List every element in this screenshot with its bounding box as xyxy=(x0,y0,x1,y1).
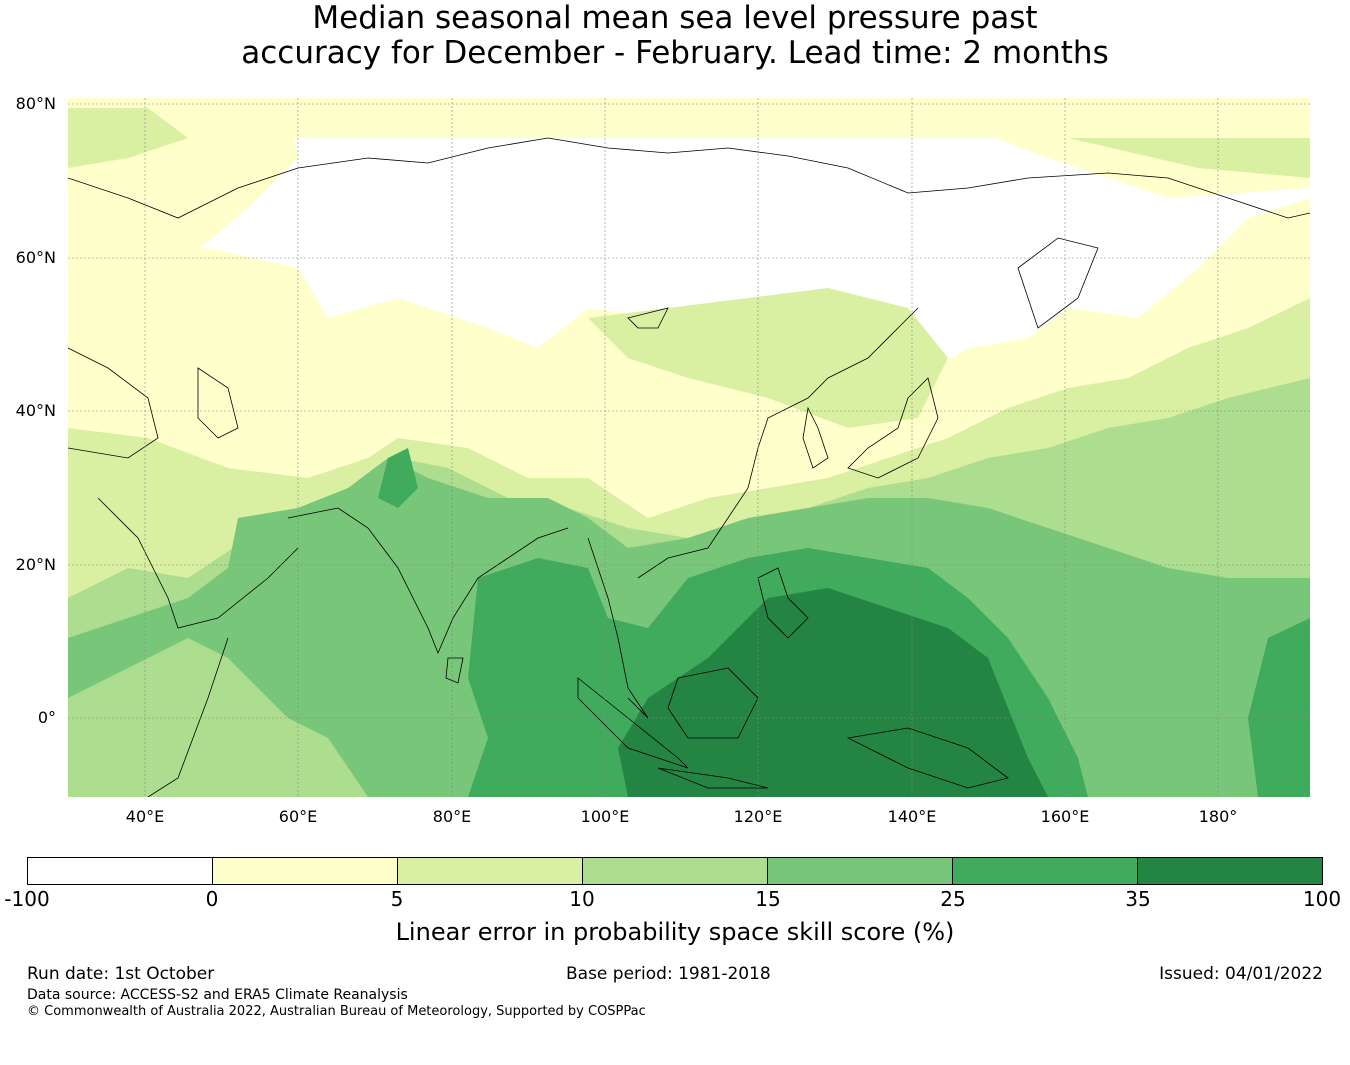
run-date: Run date: 1st October xyxy=(27,964,215,984)
lon-label-120e: 120°E xyxy=(733,807,783,826)
chart-title-line-1: Median seasonal mean sea level pressure … xyxy=(312,0,1038,36)
lon-label-60e: 60°E xyxy=(278,807,318,826)
colorbar-segment-6 xyxy=(953,858,1138,884)
base-period: Base period: 1981-2018 xyxy=(566,964,771,984)
colorbar-segment-5 xyxy=(768,858,953,884)
borneo-coast xyxy=(667,667,759,739)
skill-band-35-100 xyxy=(618,588,1048,797)
indonesia-darkestgreen xyxy=(618,588,1048,797)
lake-baikal-coast xyxy=(627,307,669,329)
colorbar-tick-8: 100 xyxy=(1302,887,1342,911)
lat-label-equator: 0° xyxy=(37,708,56,727)
colorbar-segment-7 xyxy=(1138,858,1322,884)
coastlines xyxy=(68,137,1310,797)
caspian-coast xyxy=(197,367,239,439)
colorbar-segment-3 xyxy=(398,858,583,884)
arctic-coast xyxy=(68,137,1310,219)
lat-label-20n: 20°N xyxy=(15,555,56,574)
colorbar-tick-1: -100 xyxy=(4,887,50,911)
mongolia-lightgreen xyxy=(588,288,948,428)
graticule xyxy=(68,98,1310,797)
korea-coast xyxy=(802,406,829,469)
east-africa-coast xyxy=(147,637,229,797)
lon-label-180: 180° xyxy=(1198,807,1238,826)
philippines-coast xyxy=(757,567,809,639)
lat-label-60n: 60°N xyxy=(15,248,56,267)
lon-label-80e: 80°E xyxy=(432,807,472,826)
lat-label-80n: 80°N xyxy=(15,94,56,113)
tibet-darkgreen xyxy=(378,448,418,508)
kamchatka-coast xyxy=(1017,237,1099,329)
india-coast xyxy=(287,507,569,655)
colorbar-segment-4 xyxy=(583,858,768,884)
java-coast xyxy=(657,767,769,789)
sri-lanka-coast xyxy=(445,657,464,684)
colorbar-tick-5: 15 xyxy=(755,887,781,911)
colorbar-label: Linear error in probability space skill … xyxy=(395,918,955,946)
colorbar-tick-2: 0 xyxy=(205,887,219,911)
issued-date: Issued: 04/01/2022 xyxy=(1159,964,1323,984)
lon-label-140e: 140°E xyxy=(887,807,937,826)
colorbar xyxy=(27,857,1323,885)
lon-label-100e: 100°E xyxy=(580,807,630,826)
black-sea-coast xyxy=(68,347,159,459)
chart-title-line-2: accuracy for December - February. Lead t… xyxy=(241,35,1109,71)
eastern-darkgreen xyxy=(1248,618,1310,797)
new-guinea-coast xyxy=(846,727,1009,789)
data-source: Data source: ACCESS-S2 and ERA5 Climate … xyxy=(27,987,408,1003)
colorbar-segment-2 xyxy=(213,858,398,884)
colorbar-tick-3: 5 xyxy=(390,887,404,911)
colorbar-tick-7: 35 xyxy=(1125,887,1151,911)
copyright: © Commonwealth of Australia 2022, Austra… xyxy=(27,1004,646,1019)
northwest-lightgreen xyxy=(68,108,188,168)
northeast-yellow-area xyxy=(908,98,1310,198)
china-coast xyxy=(637,307,919,579)
skill-score-map xyxy=(68,98,1310,797)
red-sea-arabia-coast xyxy=(97,497,299,629)
colorbar-tick-6: 25 xyxy=(940,887,966,911)
japan-coast xyxy=(847,377,939,479)
colorbar-tick-4: 10 xyxy=(569,887,595,911)
lat-label-40n: 40°N xyxy=(15,401,56,420)
lon-label-40e: 40°E xyxy=(125,807,165,826)
northeast-lightgreen xyxy=(1068,138,1310,178)
malay-peninsula-coast xyxy=(587,537,649,719)
colorbar-segment-1 xyxy=(28,858,213,884)
lon-label-160e: 160°E xyxy=(1040,807,1090,826)
